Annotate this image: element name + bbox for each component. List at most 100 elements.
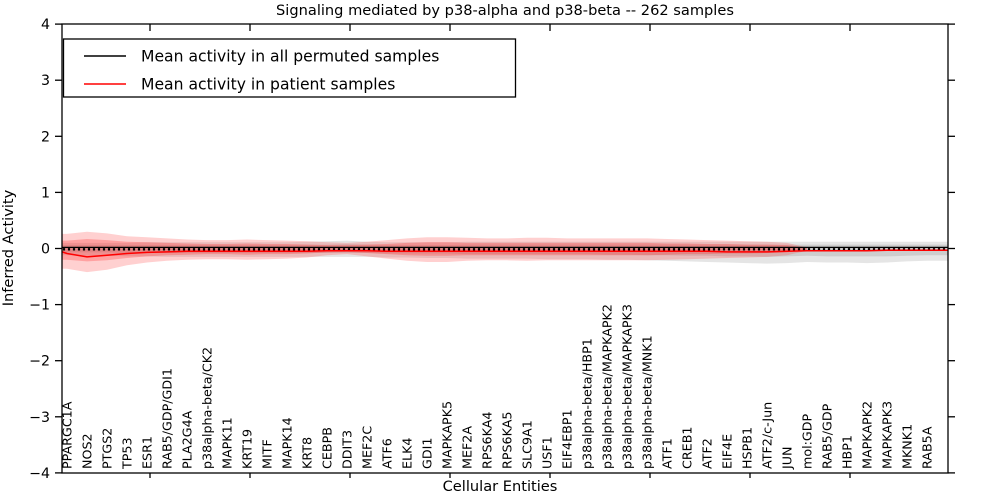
permuted-sample-marker — [687, 248, 691, 251]
permuted-sample-marker — [232, 248, 236, 251]
permuted-sample-marker — [807, 248, 811, 251]
permuted-sample-marker — [572, 248, 576, 251]
permuted-sample-marker — [812, 248, 816, 251]
permuted-sample-marker — [472, 248, 476, 251]
x-category-label: MKNK1 — [900, 424, 915, 469]
x-category-label: PPARGC1A — [60, 401, 75, 469]
permuted-sample-marker — [327, 248, 331, 251]
permuted-sample-marker — [712, 248, 716, 251]
x-category-label: mol:GDP — [800, 413, 815, 469]
permuted-sample-marker — [867, 248, 871, 251]
permuted-range-outer-band — [62, 240, 948, 264]
y-tick-label: 4 — [41, 17, 50, 33]
permuted-sample-marker — [852, 248, 856, 251]
permuted-sample-marker — [617, 248, 621, 251]
x-category-label: RPS6KA4 — [480, 412, 495, 469]
permuted-sample-marker — [827, 248, 831, 251]
x-category-label: p38alpha-beta/HBP1 — [580, 338, 595, 469]
permuted-sample-marker — [562, 248, 566, 251]
permuted-sample-marker — [792, 248, 796, 251]
permuted-sample-marker — [352, 248, 356, 251]
permuted-sample-marker — [912, 248, 916, 251]
x-category-label: CEBPB — [320, 427, 335, 469]
permuted-sample-marker — [112, 248, 116, 251]
permuted-sample-marker — [72, 248, 76, 251]
permuted-sample-marker — [452, 248, 456, 251]
permuted-sample-marker — [362, 248, 366, 251]
permuted-sample-marker — [97, 248, 101, 251]
x-category-label: MAPK11 — [220, 417, 235, 469]
permuted-sample-marker — [817, 248, 821, 251]
permuted-sample-marker — [882, 248, 886, 251]
permuted-sample-marker — [737, 248, 741, 251]
permuted-sample-marker — [862, 248, 866, 251]
permuted-sample-marker — [782, 248, 786, 251]
x-category-label: SLC9A1 — [520, 420, 535, 469]
x-category-label: MITF — [260, 439, 275, 469]
permuted-sample-marker — [857, 248, 861, 251]
permuted-sample-marker — [227, 248, 231, 251]
permuted-sample-marker — [727, 248, 731, 251]
permuted-sample-marker — [397, 248, 401, 251]
permuted-sample-marker — [262, 248, 266, 251]
permuted-sample-marker — [497, 248, 501, 251]
permuted-sample-marker — [612, 248, 616, 251]
permuted-sample-marker — [802, 248, 806, 251]
permuted-sample-marker — [842, 248, 846, 251]
permuted-sample-marker — [372, 248, 376, 251]
x-category-label: MEF2C — [360, 426, 375, 469]
legend-label-permuted: Mean activity in all permuted samples — [141, 48, 439, 66]
permuted-sample-marker — [102, 248, 106, 251]
y-tick-label: −3 — [29, 410, 50, 426]
permuted-sample-marker — [62, 248, 66, 251]
permuted-sample-marker — [442, 248, 446, 251]
x-category-label: MAPKAPK3 — [880, 401, 895, 469]
permuted-sample-marker — [217, 248, 221, 251]
permuted-sample-marker — [447, 248, 451, 251]
permuted-sample-marker — [567, 248, 571, 251]
x-category-label: HBP1 — [840, 435, 855, 469]
permuted-sample-marker — [282, 248, 286, 251]
permuted-sample-marker — [717, 248, 721, 251]
x-category-label: ATF2 — [700, 438, 715, 469]
x-category-label: GDI1 — [420, 438, 435, 469]
permuted-sample-marker — [312, 248, 316, 251]
permuted-sample-marker — [257, 248, 261, 251]
permuted-sample-marker — [547, 248, 551, 251]
permuted-sample-marker — [752, 248, 756, 251]
permuted-sample-marker — [437, 248, 441, 251]
permuted-sample-marker — [542, 248, 546, 251]
permuted-sample-marker — [267, 248, 271, 251]
permuted-sample-marker — [527, 248, 531, 251]
permuted-sample-marker — [292, 248, 296, 251]
permuted-sample-marker — [422, 248, 426, 251]
permuted-sample-marker — [797, 248, 801, 251]
permuted-sample-marker — [122, 248, 126, 251]
permuted-sample-marker — [822, 248, 826, 251]
permuted-sample-marker — [212, 248, 216, 251]
x-category-label: ATF1 — [660, 438, 675, 469]
permuted-sample-marker — [877, 248, 881, 251]
permuted-sample-marker — [252, 248, 256, 251]
y-tick-labels: 4 3 2 1 0 −1 −2 −3 −4 — [29, 17, 50, 482]
y-tick-label: 3 — [41, 73, 50, 89]
permuted-sample-marker — [667, 248, 671, 251]
permuted-sample-marker — [592, 248, 596, 251]
x-category-label: p38alpha-beta/MNK1 — [640, 335, 655, 469]
x-category-label: RAB5/GDP/GDI1 — [160, 368, 175, 469]
permuted-sample-marker — [887, 248, 891, 251]
permuted-sample-marker — [907, 248, 911, 251]
permuted-sample-marker — [167, 248, 171, 251]
permuted-sample-marker — [732, 248, 736, 251]
permuted-sample-marker — [242, 248, 246, 251]
x-category-label: p38alpha-beta/MAPKAPK2 — [600, 304, 615, 469]
permuted-sample-marker — [502, 248, 506, 251]
permuted-sample-marker — [247, 248, 251, 251]
permuted-sample-marker — [132, 248, 136, 251]
permuted-sample-marker — [492, 248, 496, 251]
permuted-sample-marker — [287, 248, 291, 251]
permuted-sample-marker — [67, 248, 71, 251]
x-category-label: ESR1 — [140, 436, 155, 469]
permuted-sample-marker — [662, 248, 666, 251]
